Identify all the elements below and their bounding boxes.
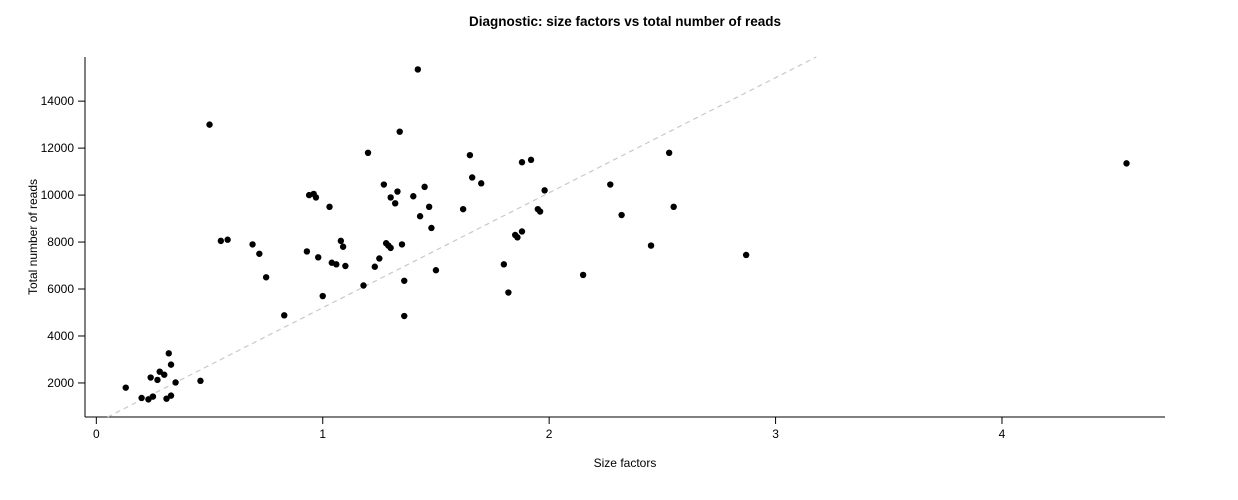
data-point (432, 267, 440, 274)
data-point (500, 261, 508, 268)
data-point (579, 271, 587, 279)
data-point (326, 203, 333, 211)
data-point (337, 237, 345, 245)
x-tick-label: 1 (319, 427, 326, 441)
data-point (401, 277, 408, 284)
data-point (217, 237, 225, 245)
data-point (742, 251, 750, 259)
data-point (468, 174, 476, 181)
data-point (1123, 160, 1130, 167)
data-point (478, 180, 485, 187)
data-point (138, 394, 145, 402)
x-axis-label: Size factors (594, 456, 657, 470)
axes: 0 1 2 3 4 2000 4000 6000 8000 10000 12000 14000 (41, 57, 1165, 441)
data-point (401, 312, 408, 320)
data-point (224, 236, 231, 243)
data-point (518, 159, 526, 166)
y-tick-label: 12000 (41, 141, 75, 155)
data-point (459, 205, 467, 213)
data-point (387, 194, 394, 201)
x-tick-label: 3 (772, 427, 779, 441)
x-tick-label: 0 (93, 427, 100, 441)
data-point (398, 241, 406, 248)
data-point (416, 213, 424, 220)
data-point (154, 376, 161, 384)
data-point (281, 312, 288, 319)
data-point (364, 149, 372, 157)
data-point (197, 377, 204, 385)
y-tick-label: 8000 (47, 235, 74, 249)
data-point (206, 121, 213, 128)
data-point (167, 392, 175, 399)
y-tick-label: 6000 (47, 282, 74, 296)
data-point (518, 228, 526, 235)
data-point (360, 282, 367, 289)
y-tick-label: 14000 (41, 94, 75, 108)
data-point (428, 224, 435, 232)
data-points-group (122, 66, 1130, 403)
data-point (618, 211, 625, 219)
data-point (161, 371, 168, 378)
y-tick-label: 2000 (47, 376, 74, 390)
data-point (167, 361, 175, 368)
data-point (466, 151, 474, 159)
data-point (312, 194, 320, 201)
data-point (536, 208, 544, 215)
data-point (262, 274, 270, 281)
y-tick-label: 4000 (47, 329, 74, 343)
data-point (410, 193, 417, 200)
data-point (425, 203, 433, 211)
data-point (541, 187, 548, 194)
data-point (149, 393, 157, 400)
data-point (607, 181, 614, 188)
data-point (414, 66, 422, 73)
data-point (665, 149, 673, 157)
data-point (421, 183, 428, 191)
x-tick-label: 4 (999, 427, 1006, 441)
data-point (249, 241, 256, 248)
data-point (394, 188, 401, 195)
y-axis-label: Total number of reads (26, 179, 40, 295)
y-tick-label: 10000 (41, 188, 75, 202)
data-point (156, 368, 163, 375)
trend-line-group (107, 56, 817, 418)
data-point (256, 250, 263, 257)
data-point (371, 263, 379, 270)
data-point (387, 244, 394, 252)
data-point (342, 262, 349, 270)
data-point (172, 379, 179, 386)
x-tick-label: 2 (546, 427, 553, 441)
data-point (122, 384, 129, 391)
data-point (505, 289, 512, 296)
chart-title: Diagnostic: size factors vs total number… (469, 14, 781, 29)
data-point (527, 156, 535, 164)
data-point (670, 203, 677, 211)
data-point (147, 374, 154, 381)
data-point (303, 248, 311, 255)
data-point (333, 261, 340, 268)
data-point (396, 128, 403, 135)
data-point (514, 234, 521, 241)
data-point (339, 243, 347, 250)
data-point (647, 242, 655, 249)
data-point (315, 254, 322, 261)
data-point (391, 200, 399, 207)
trend-line (107, 56, 817, 418)
data-point (376, 255, 383, 262)
data-point (380, 181, 388, 188)
data-point (319, 292, 326, 300)
data-point (163, 395, 170, 402)
data-point (165, 350, 172, 357)
